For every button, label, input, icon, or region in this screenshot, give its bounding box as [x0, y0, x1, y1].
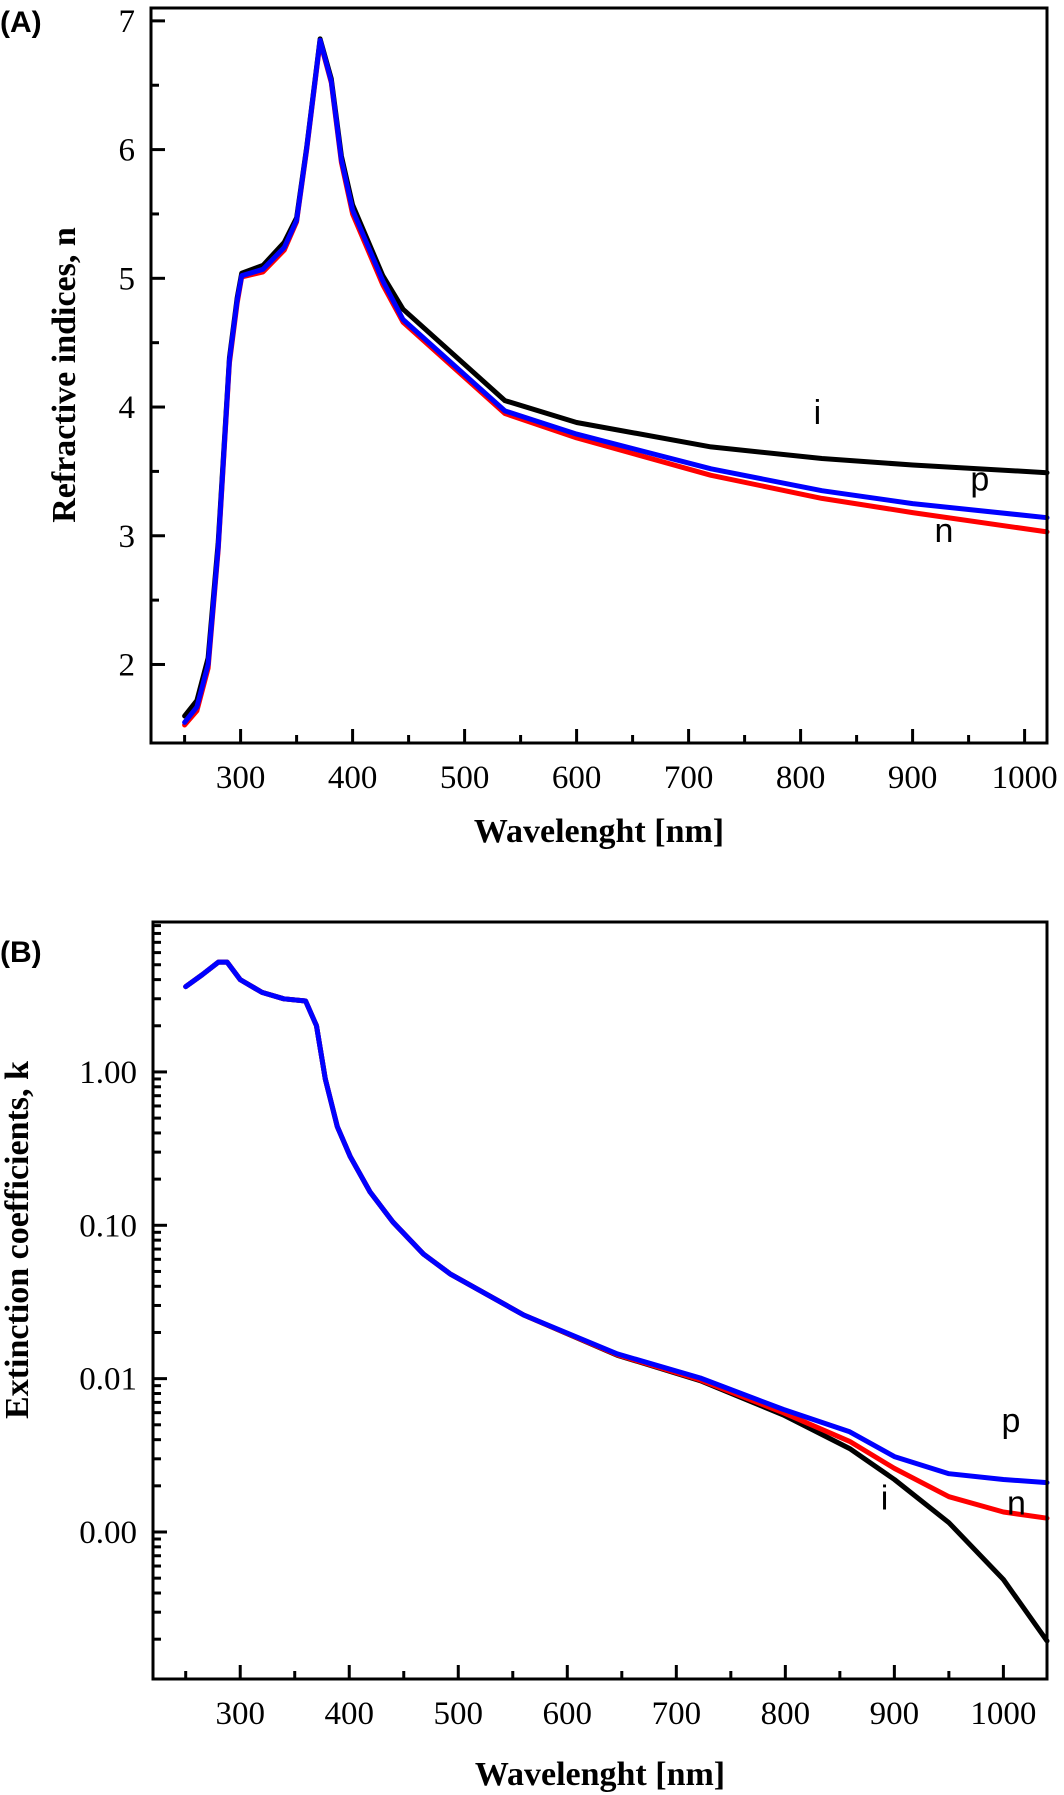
x-tick-label: 500 [434, 1696, 484, 1732]
x-tick-label: 500 [440, 760, 490, 796]
y-tick-label: 1.00 [79, 1055, 137, 1091]
y-tick-label: 5 [119, 261, 136, 297]
curve-label-n: n [934, 512, 953, 550]
chart-a-frame [149, 6, 1049, 745]
x-tick-label: 900 [888, 760, 938, 796]
series-line-n [182, 39, 1050, 728]
x-tick-label: 800 [761, 1696, 811, 1732]
series-line-n [183, 959, 1050, 1521]
x-tick-label: 1000 [970, 1696, 1036, 1732]
x-tick-label: 600 [543, 1696, 593, 1732]
series-line-p [183, 959, 1050, 1486]
x-tick-label: 600 [552, 760, 602, 796]
x-tick-label: 800 [776, 760, 826, 796]
y-tick-label: 3 [119, 519, 136, 555]
chart-b: (B) 300 400 500 600 700 800 900 1000 1.00 0.10 0.0… [0, 920, 1050, 1793]
curve-label-n: n [1007, 1485, 1026, 1523]
x-tick-label: 900 [870, 1696, 920, 1732]
x-tick-label: 300 [215, 1696, 265, 1732]
panel-label-a: (A) [0, 6, 42, 39]
series-line-i [182, 36, 1050, 719]
x-tick-label: 1000 [992, 760, 1058, 796]
x-tick-label: 700 [652, 1696, 702, 1732]
x-tick-label: 400 [328, 760, 378, 796]
series-line-i [183, 959, 1050, 1644]
curve-label-p: p [1002, 1402, 1021, 1440]
y-tick-label: 4 [119, 390, 136, 426]
chart-a-x-axis-title: Wavelenght [nm] [474, 813, 724, 850]
chart-a-ticks: 300 400 500 600 700 800 900 1000 2 3 4 5 6 7 [119, 4, 1058, 796]
curve-label-i: i [881, 1480, 889, 1518]
x-tick-label: 300 [216, 760, 266, 796]
curve-label-p: p [970, 461, 989, 499]
panel-label-b: (B) [0, 936, 42, 969]
chart-a-y-axis-title: Refractive indices, n [46, 227, 83, 523]
y-tick-label: 7 [119, 4, 136, 40]
curve-label-i: i [814, 394, 822, 432]
y-tick-label: 0.10 [79, 1208, 137, 1244]
y-tick-label: 0.00 [79, 1515, 137, 1551]
chart-b-x-axis-title: Wavelenght [nm] [475, 1756, 725, 1793]
y-tick-label: 2 [119, 647, 136, 683]
series-line-p [182, 37, 1050, 725]
chart-a: (A) 300 400 500 600 700 800 900 1000 2 3 4 5 6 7 Wave… [0, 4, 1058, 850]
chart-b-ticks: 300 400 500 600 700 800 900 1000 1.00 0.10 0.01 0.0… [79, 924, 1036, 1732]
y-tick-label: 6 [119, 133, 136, 169]
y-tick-label: 0.01 [79, 1362, 137, 1398]
chart-a-curves [182, 36, 1050, 728]
chart-b-frame [151, 920, 1049, 1681]
x-tick-label: 700 [664, 760, 714, 796]
chart-b-y-axis-title: Extinction coefficients, k [0, 1061, 36, 1419]
chart-b-curves [183, 959, 1050, 1644]
x-tick-label: 400 [324, 1696, 374, 1732]
